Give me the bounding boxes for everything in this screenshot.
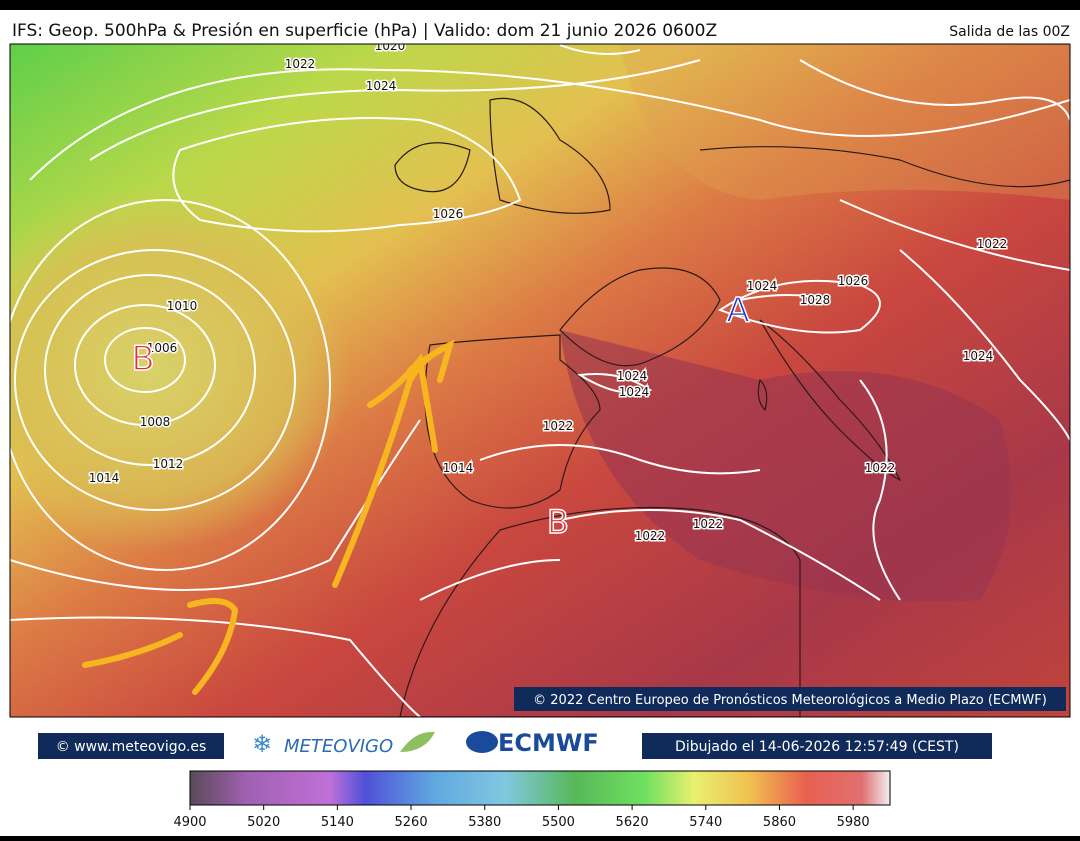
colorbar-tick-label: 5860 bbox=[763, 815, 796, 830]
isobar-label: 1026 bbox=[838, 274, 869, 288]
top-bar bbox=[0, 0, 1080, 10]
isobar-label: 1022 bbox=[977, 237, 1008, 251]
isobar-label: 1006 bbox=[147, 341, 178, 355]
med-shading bbox=[560, 330, 1012, 602]
colorbar-tick-label: 5380 bbox=[468, 815, 501, 830]
snow-icon: ❄ bbox=[252, 730, 272, 758]
isobar-label: 1022 bbox=[635, 529, 666, 543]
site-box bbox=[38, 733, 224, 759]
colorbar-tick-label: 5500 bbox=[542, 815, 575, 830]
isobar-labels: 1020 1022 1024 1026 1010 1006 1008 1012 … bbox=[87, 39, 1009, 545]
meteovigo-logo: METEOVIGO bbox=[284, 736, 393, 757]
isobar-label: 1028 bbox=[800, 293, 831, 307]
ecmwf-logo: ECMWF bbox=[498, 729, 599, 757]
colorbar-tick-label: 5740 bbox=[689, 815, 722, 830]
isobar-label: 1024 bbox=[747, 279, 778, 293]
ecmwf-icon bbox=[466, 731, 498, 753]
isobar-label: 1024 bbox=[963, 349, 994, 363]
isobar-label: 1022 bbox=[865, 461, 896, 475]
north-shading bbox=[620, 44, 1070, 200]
isobars bbox=[10, 44, 1070, 717]
site-label: © www.meteovigo.es bbox=[56, 739, 207, 755]
colorbar-tick-label: 5620 bbox=[616, 815, 649, 830]
colorbar-tick-label: 5020 bbox=[247, 815, 280, 830]
isobar-label: 1024 bbox=[619, 385, 650, 399]
colorbar-tick-label: 5260 bbox=[395, 815, 428, 830]
colorbar: 4900 5020 5140 5260 5380 5500 5620 5740 5860 5980 bbox=[173, 770, 891, 830]
colorbar-tick-label: 5140 bbox=[321, 815, 354, 830]
map-area: 1020 1022 1024 1026 1010 1006 1008 1012 … bbox=[10, 39, 1070, 717]
leaf-icon bbox=[400, 731, 435, 752]
coastlines bbox=[394, 97, 1070, 717]
drawn-box bbox=[642, 733, 992, 759]
colorbar-tick-label: 5980 bbox=[837, 815, 870, 830]
colorbar-gradient bbox=[189, 770, 891, 806]
isobar-label: 1022 bbox=[693, 517, 724, 531]
map-title: IFS: Geop. 500hPa & Presión en superfici… bbox=[12, 21, 717, 41]
isobar-label: 1026 bbox=[433, 207, 464, 221]
isobar-label: 1020 bbox=[375, 39, 406, 53]
isobar-label: 1014 bbox=[443, 461, 474, 475]
pressure-center: B bbox=[131, 339, 154, 379]
isobar-label: 1022 bbox=[285, 57, 316, 71]
annotation-arrows bbox=[82, 339, 455, 695]
pressure-center: A bbox=[726, 291, 749, 331]
isobar-label: 1014 bbox=[89, 471, 120, 485]
isobar-label: 1008 bbox=[140, 415, 171, 429]
drawn-label: Dibujado el 14-06-2026 12:57:49 (CEST) bbox=[675, 739, 959, 755]
run-label: Salida de las 00Z bbox=[949, 24, 1070, 40]
copyright: © 2022 Centro Europeo de Pronósticos Met… bbox=[533, 693, 1047, 708]
isobar-label: 1024 bbox=[366, 79, 397, 93]
isobar-label: 1022 bbox=[543, 419, 574, 433]
copyright-box bbox=[514, 687, 1066, 711]
bottom-bar bbox=[0, 836, 1080, 841]
colorbar-tick-label: 4900 bbox=[173, 815, 206, 830]
isobar-label: 1012 bbox=[153, 457, 184, 471]
pressure-center: B bbox=[547, 503, 569, 541]
map-frame bbox=[9, 43, 1071, 718]
isobar-label: 1024 bbox=[617, 369, 648, 383]
isobar-label: 1010 bbox=[167, 299, 198, 313]
